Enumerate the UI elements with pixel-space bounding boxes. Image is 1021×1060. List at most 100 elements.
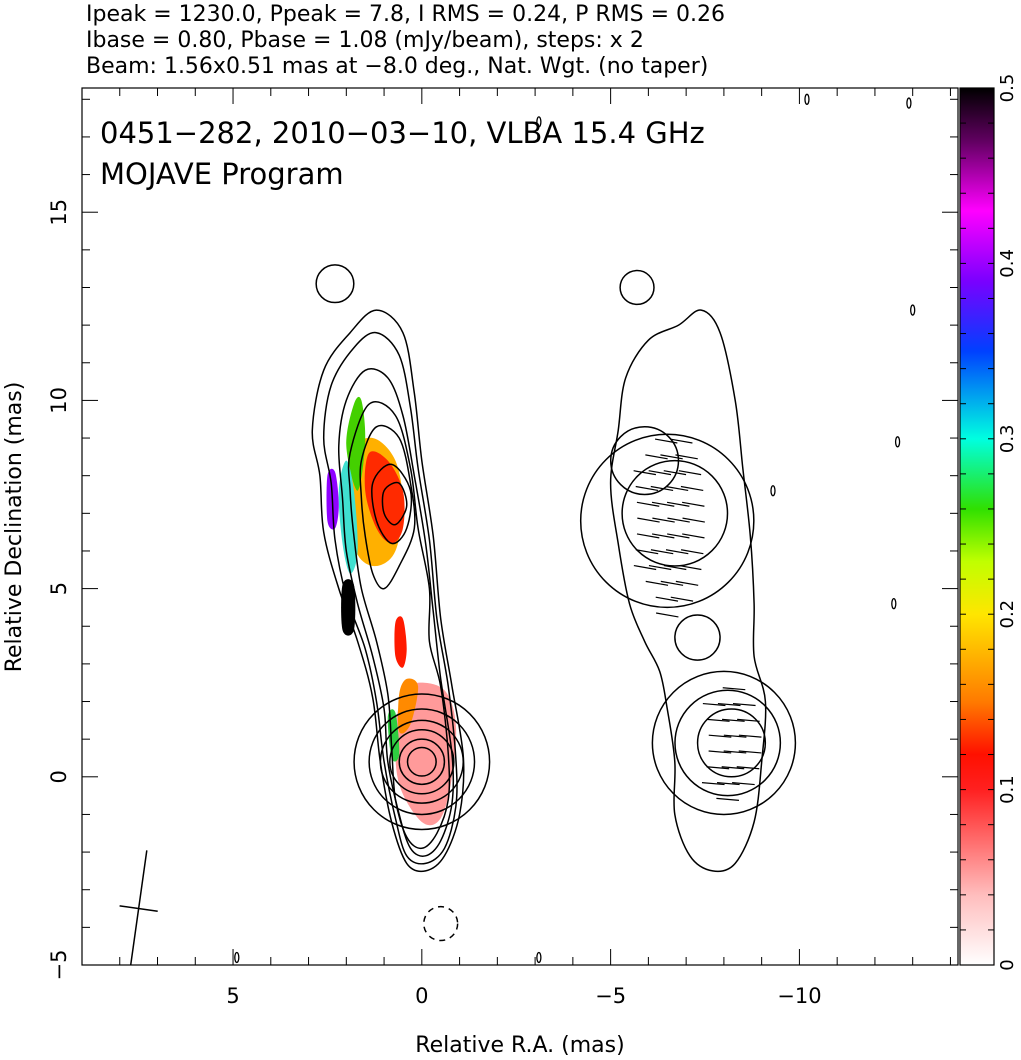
evpa-vector [655,612,679,618]
y-tick-label: −5 [47,950,71,981]
pol-contour [696,708,767,778]
evpa-vector [722,687,746,691]
colorbar-tick-label: 0 [997,959,1018,970]
header-line-2: Ibase = 0.80, Pbase = 1.08 (mJy/beam), s… [86,28,644,53]
evpa-vector [633,470,657,476]
colorbar-tick-label: 0.5 [997,74,1018,103]
evpa-vector [670,438,693,444]
evpa-vector [652,517,675,523]
noise-speck [894,436,901,448]
evpa-vector [665,549,689,555]
noise-speck [536,951,542,964]
pol-contour [579,433,755,609]
noise-speck [770,485,776,497]
evpa-vector [682,533,705,539]
colorbar [959,87,995,966]
noise-speck [536,116,542,128]
small-contour [423,905,459,942]
polarization-overlay [326,396,457,826]
colorbar-ticks: 0 0.1 0.2 0.3 0.4 0.5 [960,74,1018,971]
pol-region-cyan [338,460,358,574]
small-contour [315,264,355,304]
noise-speck [906,97,912,109]
evpa-vector [708,734,732,738]
evpa-vector [635,485,659,492]
evpa-vector [651,501,675,507]
evpa-vector [706,766,730,770]
evpa-vector [738,734,762,738]
intensity-contour [371,463,413,545]
beam-minor-axis [119,905,158,912]
evpa-vector [654,438,678,444]
pol-region-red-2 [394,616,407,668]
core-contour [389,729,455,795]
noise-speck [234,951,240,964]
y-tick-label: 0 [47,770,71,783]
header-line-1: Ipeak = 1230.0, Ppeak = 7.8, I RMS = 0.2… [86,2,725,27]
evpa-vector [650,485,674,492]
core-contour [398,738,446,786]
evpa-vector [645,580,669,586]
evpa-vector [663,564,687,571]
evpa-vector [650,549,674,555]
evpa-vector [666,501,690,507]
evpa-vector [660,580,684,586]
pol-region-core-orange [397,678,419,734]
evpa-vector [682,501,705,507]
x-tick-label: 0 [415,984,428,1008]
evpa-vector [667,517,690,523]
evpa-vector [721,766,745,770]
evpa-vector [651,533,675,539]
colorbar-tick-label: 0.2 [997,600,1018,629]
pol-contour [674,614,721,661]
evpa-vector [723,750,747,754]
beam-marker [119,850,158,965]
evpa-vectors [633,438,762,801]
core-contour [379,719,464,804]
evpa-vector [738,750,762,754]
noise-speck [910,304,916,316]
evpa-vector [736,766,760,770]
intensity-contour [337,368,455,857]
evpa-vector [678,470,702,476]
evpa-vector [660,454,683,460]
intensity-contour [347,401,451,850]
evpa-vector [636,533,660,539]
evpa-vector [675,580,699,586]
x-axis-label: Relative R.A. (mas) [415,1033,624,1058]
evpa-vector [648,470,672,476]
evpa-vector [737,718,760,722]
evpa-vector [680,549,704,555]
pol-contour [651,670,797,816]
core-contour [353,693,491,831]
evpa-vector [732,702,756,707]
evpa-vector [678,564,702,571]
header-line-3: Beam: 1.56x0.51 mas at −8.0 deg., Nat. W… [86,54,708,79]
core-contour [406,746,437,777]
evpa-vector [663,470,687,476]
pol-contour [609,426,680,496]
y-tick-label: 15 [47,199,71,226]
colorbar-tick-label: 0.1 [997,775,1018,804]
plot-title-source: 0451−282, 2010−03−10, VLBA 15.4 GHz [100,116,705,150]
evpa-vector [655,596,679,602]
evpa-vector [723,734,747,738]
x-tick-label: −10 [777,984,821,1008]
intensity-contour [381,481,408,526]
evpa-vector [635,549,659,555]
evpa-vector [670,596,694,602]
evpa-vector [708,750,732,754]
plot-title-program: MOJAVE Program [100,157,344,191]
core-contour [368,708,476,816]
evpa-vector [716,781,740,786]
pol-contour [674,689,782,797]
evpa-vector [648,564,672,571]
x-tick-label: 5 [226,984,239,1008]
pol-region-red [364,451,405,544]
evpa-vector [637,517,660,523]
noise-speck [891,598,897,610]
evpa-vector [702,702,726,707]
y-tick-label: 10 [47,387,71,414]
intensity-contour [359,424,416,590]
